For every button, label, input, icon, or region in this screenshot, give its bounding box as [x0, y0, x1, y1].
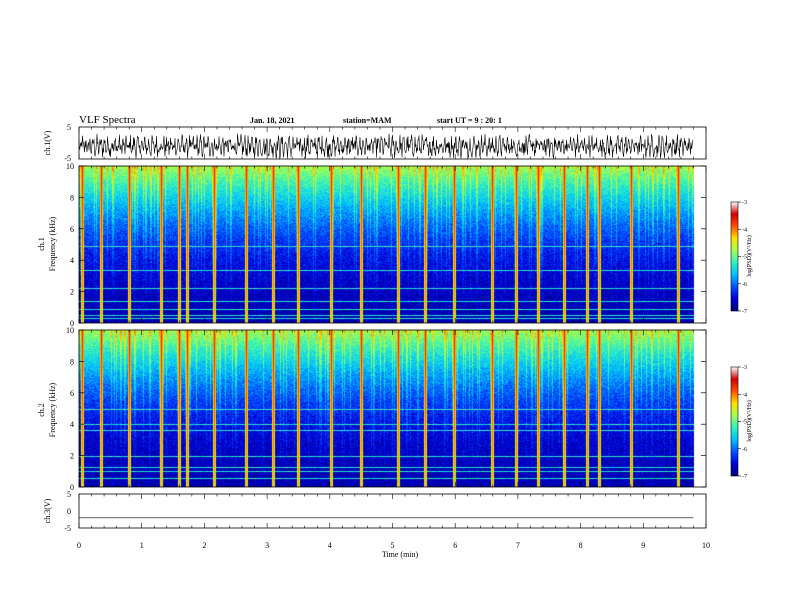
ytick-label: 10: [66, 162, 74, 171]
ch3-ytick-bottom: -5: [64, 524, 71, 533]
xtick-label: 10: [702, 541, 710, 550]
ch3-ylabel: ch.3(V): [43, 498, 52, 523]
ytick-label: 2: [70, 452, 74, 461]
xtick-label: 9: [641, 541, 645, 550]
ch2-colorbar-label: log(PSD)(V²/Hz): [746, 400, 753, 441]
ch1-waveform-line: [78, 133, 694, 159]
colorbar-tick-label: -4: [742, 392, 747, 398]
ch2-spec-ylabel-1: ch.2: [37, 403, 46, 417]
ytick-label: 10: [66, 326, 74, 335]
ch1-colorbar-gradient: [730, 201, 739, 312]
xtick-label: 6: [453, 541, 457, 550]
ch3-ytick-mid: 0: [67, 507, 71, 516]
xtick-label: 8: [579, 541, 583, 550]
ytick-label: 0: [70, 483, 74, 492]
colorbar-tick-label: -3: [742, 200, 747, 206]
ch1-ytick-top: 5: [67, 123, 71, 132]
ch2-spectrogram-panel: 0 2 4 6 8 10 ch.2 Frequency (kHz): [37, 326, 707, 492]
ch1-ytick-bottom: -5: [64, 154, 71, 163]
ytick-label: 0: [70, 319, 74, 328]
colorbar-tick-label: -5: [742, 420, 747, 426]
ytick-label: 2: [70, 288, 74, 297]
colorbar-tick-label: -7: [742, 309, 747, 315]
header-start-ut: start UT = 9 : 20: 1: [437, 116, 502, 125]
xtick-label: 2: [202, 541, 206, 550]
ytick-label: 6: [70, 225, 74, 234]
ch2-colorbar: -3 -4 -5 -6 -7 log(PSD)(V²/Hz): [730, 365, 753, 480]
ch1-ylabel: ch.1(V): [43, 130, 52, 155]
time-axis: 0 1 2 3 4 5 6 7 8 9 10: [77, 127, 710, 550]
xtick-label: 7: [516, 541, 520, 550]
ytick-label: 8: [70, 357, 74, 366]
ytick-label: 4: [70, 256, 74, 265]
ch1-spec-ylabel-2: Frequency (kHz): [48, 216, 57, 271]
xtick-label: 4: [328, 541, 332, 550]
xtick-label: 1: [140, 541, 144, 550]
header-station: station=MAM: [343, 116, 392, 125]
time-axis-label: Time (min): [382, 550, 419, 559]
ytick-label: 6: [70, 389, 74, 398]
ch1-waveform-panel: 5 -5 ch.1(V): [43, 123, 707, 163]
xtick-label: 0: [77, 541, 81, 550]
ch2-spec-ylabel-2: Frequency (kHz): [48, 382, 57, 437]
colorbar-tick-label: -6: [742, 282, 747, 288]
ytick-label: 8: [70, 193, 74, 202]
ch1-spectrogram-image: [79, 166, 706, 323]
ch2-spectrogram-yticks: 0 2 4 6 8 10: [66, 326, 706, 492]
ch2-spectrogram-image: [79, 330, 706, 487]
ch3-waveform-panel: 5 0 -5 ch.3(V): [43, 490, 707, 533]
xtick-label: 3: [265, 541, 269, 550]
ch1-colorbar: -3 -4 -5 -6 -7 log(PSD)(V²/Hz): [730, 200, 753, 315]
colorbar-tick-label: -3: [742, 365, 747, 371]
ch3-ytick-top: 5: [67, 490, 71, 499]
colorbar-tick-label: -4: [742, 227, 747, 233]
ch1-spectrogram-panel: 0 2 4 6 8 10 ch.1 Frequency (kHz): [37, 162, 707, 328]
colorbar-tick-label: -6: [742, 447, 747, 453]
colorbar-tick-label: -5: [742, 255, 747, 261]
ch1-spectrogram-yticks: 0 2 4 6 8 10: [66, 162, 706, 328]
xtick-label: 5: [391, 541, 395, 550]
figure-title: VLF Spectra: [79, 114, 136, 126]
ch1-spec-ylabel-1: ch.1: [37, 237, 46, 251]
ch2-colorbar-gradient: [730, 366, 739, 477]
ch1-colorbar-label: log(PSD)(V²/Hz): [746, 235, 753, 276]
ytick-label: 4: [70, 420, 74, 429]
header-date: Jan. 18, 2021: [250, 116, 294, 125]
figure-header: VLF Spectra Jan. 18, 2021 station=MAM st…: [79, 114, 502, 126]
colorbar-tick-label: -7: [742, 474, 747, 480]
